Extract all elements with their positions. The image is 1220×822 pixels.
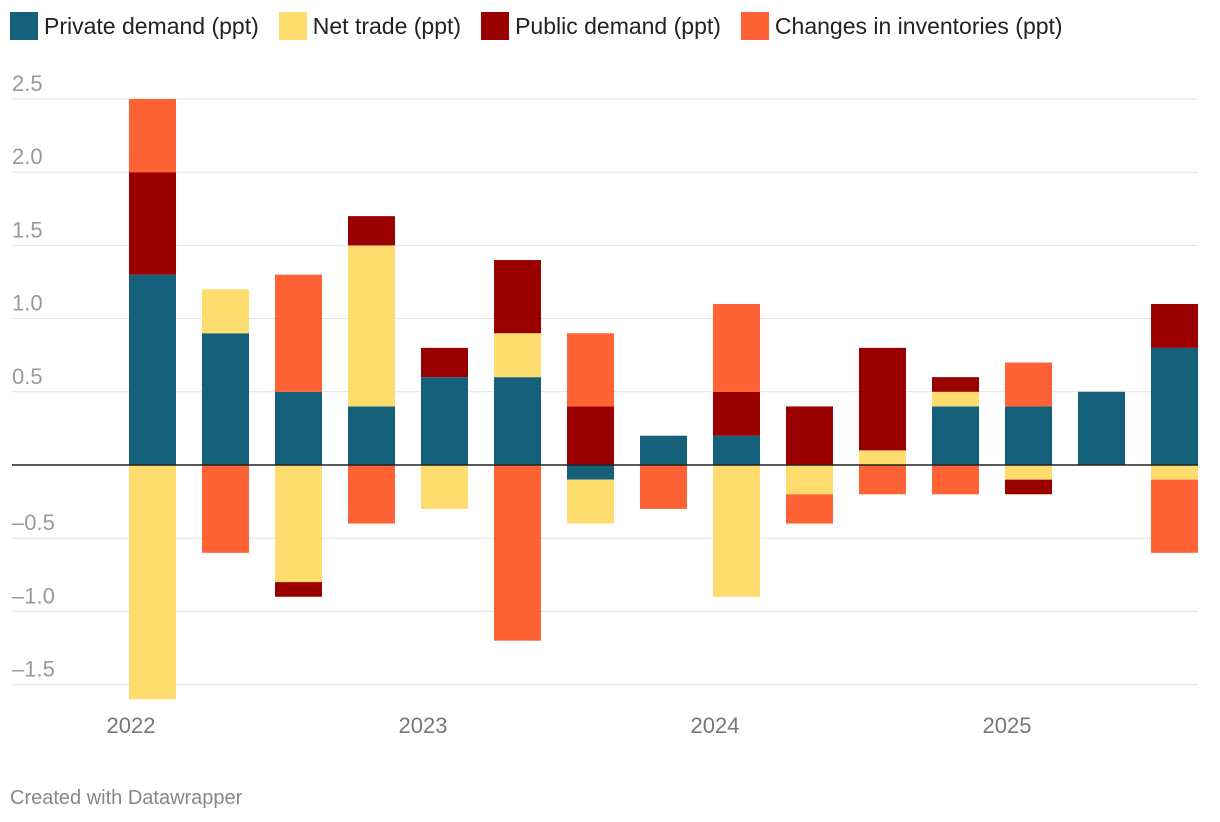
bar-segment xyxy=(275,465,322,583)
bar-segment xyxy=(129,274,176,465)
bar-segment xyxy=(275,274,322,392)
y-tick-label: 2.0 xyxy=(12,144,43,169)
bar-segment xyxy=(567,333,614,407)
bar-segment xyxy=(494,260,541,334)
bar-segment xyxy=(859,465,906,495)
bar-segment xyxy=(567,406,614,465)
bar-segment xyxy=(348,406,395,465)
footer-credit: Created with Datawrapper xyxy=(10,787,243,809)
bar-segment xyxy=(1005,362,1052,407)
bar-segment xyxy=(640,465,687,509)
bar-segment xyxy=(494,465,541,641)
x-tick-label: 2025 xyxy=(983,713,1032,738)
x-tick-label: 2022 xyxy=(107,713,156,738)
x-tick-label: 2023 xyxy=(399,713,448,738)
bar-segment xyxy=(567,479,614,524)
legend-swatch xyxy=(740,12,769,40)
bar-segment xyxy=(1151,347,1198,465)
bar-segment xyxy=(932,465,979,495)
bar-segment xyxy=(932,377,979,392)
bar-segment xyxy=(786,465,833,495)
bar-segment xyxy=(421,347,468,378)
bar-segment xyxy=(129,465,176,700)
bar-segment xyxy=(129,172,176,275)
bar-segment xyxy=(129,99,176,173)
bar-segment xyxy=(713,391,760,436)
bar-segment xyxy=(348,465,395,524)
bar-segment xyxy=(202,465,249,553)
bar-segment xyxy=(859,450,906,465)
legend-label: Changes in inventories (ppt) xyxy=(774,12,1063,39)
bar-segment xyxy=(494,333,541,378)
bars xyxy=(129,99,1198,700)
y-tick-label: –0.5 xyxy=(12,510,55,535)
bar-segment xyxy=(421,465,468,509)
bar-segment xyxy=(1078,391,1125,465)
bar-segment xyxy=(932,406,979,465)
legend-swatch xyxy=(481,12,510,40)
legend-item-public-demand: Public demand (ppt) xyxy=(481,12,721,40)
bar-segment xyxy=(640,435,687,465)
bar-segment xyxy=(275,582,322,597)
bar-segment xyxy=(1151,465,1198,480)
legend-swatch xyxy=(10,12,38,40)
y-tick-label: 2.5 xyxy=(12,71,43,96)
bar-segment xyxy=(421,377,468,465)
legend-item-inventories: Changes in inventories (ppt) xyxy=(740,12,1063,40)
bar-segment xyxy=(1151,479,1198,553)
legend-label: Public demand (ppt) xyxy=(515,12,721,39)
y-tick-label: –1.0 xyxy=(12,583,55,608)
legend-item-private-demand: Private demand (ppt) xyxy=(10,12,259,40)
bar-segment xyxy=(713,435,760,465)
bar-segment xyxy=(1005,465,1052,480)
bar-segment xyxy=(1005,406,1052,465)
x-tick-label: 2024 xyxy=(691,713,740,738)
bar-segment xyxy=(786,406,833,465)
bar-segment xyxy=(202,289,249,334)
bar-segment xyxy=(567,465,614,480)
chart-legend: Private demand (ppt) Net trade (ppt) Pub… xyxy=(10,12,1083,40)
legend-label: Private demand (ppt) xyxy=(44,12,259,39)
gridlines xyxy=(12,98,1198,686)
bar-segment xyxy=(713,303,760,392)
bar-segment xyxy=(713,465,760,597)
axes: 2.5 2.0 1.5 1.0 0.5 –0.5 –1.0 –1.5 2022 2023 2024 2… xyxy=(12,71,1198,738)
bar-segment xyxy=(786,494,833,524)
y-tick-label: 1.0 xyxy=(12,291,43,316)
y-tick-label: 1.5 xyxy=(12,217,43,242)
y-tick-label: 0.5 xyxy=(12,364,43,389)
bar-segment xyxy=(1005,479,1052,495)
bar-segment xyxy=(932,391,979,407)
bar-segment xyxy=(202,333,249,465)
legend-label: Net trade (ppt) xyxy=(312,12,462,39)
bar-segment xyxy=(348,216,395,246)
bar-segment xyxy=(275,391,322,465)
bar-segment xyxy=(348,245,395,407)
bar-segment xyxy=(1151,303,1198,348)
legend-swatch xyxy=(278,12,307,40)
bar-segment xyxy=(859,347,906,451)
legend-item-net-trade: Net trade (ppt) xyxy=(278,12,462,40)
y-tick-label: –1.5 xyxy=(12,657,55,682)
bar-segment xyxy=(494,377,541,465)
